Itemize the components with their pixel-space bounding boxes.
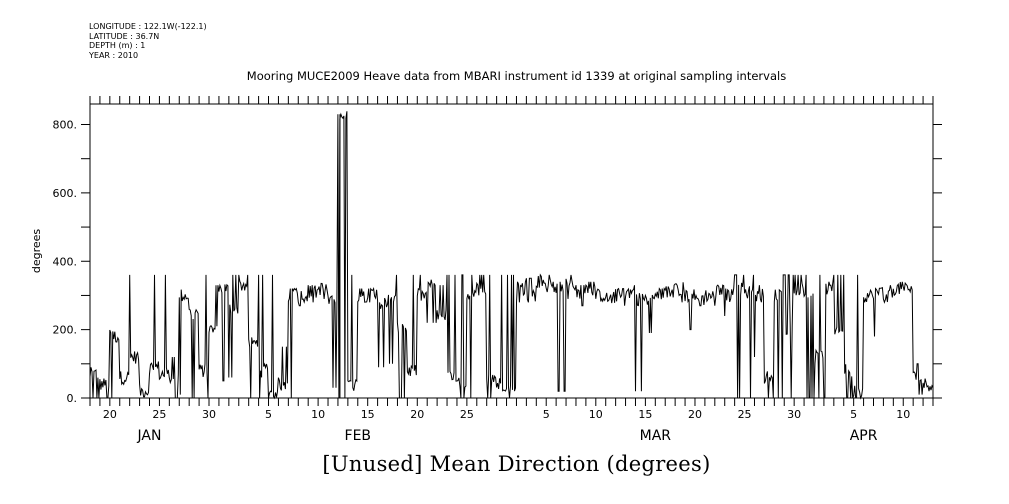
longitude-label: LONGITUDE : 122.1W(-122.1) [89, 22, 207, 31]
x-day-label: 20 [410, 408, 424, 421]
x-tick-labels: 20 25 30 5 10 15 20 25 5 10 15 20 25 30 5 10 JAN FEB MAR AP… [103, 408, 910, 444]
series-line [89, 111, 934, 400]
x-day-label: 30 [787, 408, 801, 421]
y-tick-label: 400. [53, 255, 78, 268]
y-tick-label: 0. [67, 392, 78, 405]
x-day-label: 5 [543, 408, 550, 421]
latitude-label: LATITUDE : 36.7N [89, 31, 160, 41]
y-tick-label: 200. [53, 324, 78, 337]
x-day-label: 10 [589, 408, 603, 421]
y-tick-labels: 0. 200. 400. 600. 800. [53, 119, 78, 405]
x-day-label: 25 [738, 408, 752, 421]
x-day-label: 10 [311, 408, 325, 421]
x-month-label: MAR [640, 428, 672, 444]
x-day-label: 15 [361, 408, 375, 421]
y-tick-label: 600. [53, 187, 78, 200]
x-day-label: 15 [638, 408, 652, 421]
x-day-label: 20 [103, 408, 117, 421]
x-day-label: 10 [896, 408, 910, 421]
axis-ticks [81, 96, 942, 406]
x-day-label: 5 [265, 408, 272, 421]
data-series [89, 111, 934, 400]
x-month-label: APR [850, 428, 878, 444]
y-tick-label: 800. [53, 119, 78, 132]
x-day-label: 25 [460, 408, 474, 421]
variable-caption: [Unused] Mean Direction (degrees) [322, 452, 711, 476]
chart-title: Mooring MUCE2009 Heave data from MBARI i… [246, 69, 787, 83]
x-day-label: 30 [202, 408, 216, 421]
x-day-label: 20 [688, 408, 702, 421]
x-month-label: FEB [345, 428, 372, 444]
x-day-label: 5 [850, 408, 857, 421]
plot-frame [89, 103, 934, 399]
x-month-label: JAN [137, 428, 162, 444]
depth-label: DEPTH (m) : 1 [89, 41, 146, 50]
x-day-label: 25 [152, 408, 166, 421]
year-label: YEAR : 2010 [89, 50, 139, 60]
metadata-block: LONGITUDE : 122.1W(-122.1) LATITUDE : 36… [89, 22, 207, 60]
y-axis-label: degrees [30, 229, 43, 274]
